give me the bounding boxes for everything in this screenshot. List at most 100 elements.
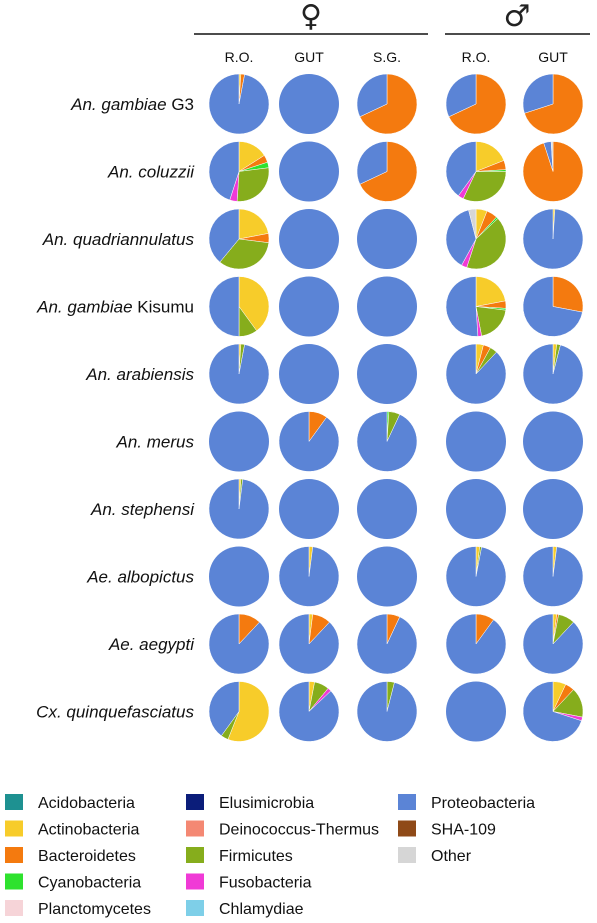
species-label-an-coluzzii: An. coluzzii	[107, 163, 195, 182]
pie-cx-quinquefasciatus-r-o	[208, 681, 270, 742]
pie-slice-proteobacteria	[357, 479, 417, 539]
pie-slice-proteobacteria	[208, 276, 240, 337]
pie-ae-albopictus-s-g	[357, 546, 417, 607]
legend-item-cyanobacteria: Cyanobacteria	[5, 873, 141, 892]
pie-an-gambiae-kisumu-gut	[279, 276, 339, 337]
pie-an-quadriannulatus-r-o	[208, 208, 270, 270]
pie-an-stephensi-gut	[279, 479, 339, 539]
species-name: Ae. aegypti	[108, 635, 195, 654]
pie-slice-proteobacteria	[357, 209, 417, 269]
pie-slice-proteobacteria	[279, 209, 339, 269]
legend-label: Firmicutes	[219, 848, 293, 865]
pie-ae-aegypti-s-g	[356, 613, 418, 675]
pie-slice-proteobacteria	[208, 681, 240, 737]
legend-swatch	[5, 900, 23, 916]
pie-slice-proteobacteria	[446, 479, 506, 539]
pie-slice-proteobacteria	[208, 343, 270, 405]
pie-slice-proteobacteria	[523, 479, 583, 539]
pie-slice-actinobacteria	[238, 208, 269, 240]
pie-an-gambiae-g3-gut	[279, 74, 339, 134]
pie-slice-proteobacteria	[446, 681, 506, 742]
pie-cx-quinquefasciatus-r-o	[446, 681, 506, 742]
pie-slice-proteobacteria	[445, 141, 477, 197]
pie-an-coluzzii-r-o	[208, 141, 270, 202]
pie-an-arabiensis-r-o	[208, 343, 270, 405]
pie-an-merus-gut	[278, 411, 340, 472]
pie-slice-proteobacteria	[522, 546, 584, 607]
pie-ae-albopictus-r-o	[209, 546, 269, 607]
species-label-an-arabiensis: An. arabiensis	[85, 365, 194, 384]
pie-slice-proteobacteria	[208, 73, 270, 135]
pie-an-coluzzii-r-o	[445, 141, 507, 202]
pie-ae-albopictus-gut	[278, 546, 340, 607]
pie-slice-proteobacteria	[278, 546, 340, 607]
pie-slice-proteobacteria	[357, 276, 417, 337]
col-header-male-gut: GUT	[538, 49, 568, 65]
legend-item-fusobacteria: Fusobacteria	[186, 873, 312, 892]
pie-an-gambiae-g3-s-g	[356, 73, 418, 135]
species-label-an-gambiae-g3: An. gambiae G3	[70, 95, 194, 114]
species-label-an-merus: An. merus	[116, 433, 195, 452]
species-label-cx-quinquefasciatus: Cx. quinquefasciatus	[36, 703, 194, 722]
legend-item-elusimicrobia: Elusimicrobia	[186, 794, 314, 812]
pie-slice-proteobacteria	[279, 74, 339, 134]
pie-an-stephensi-s-g	[357, 479, 417, 539]
legend-swatch	[5, 847, 23, 863]
pie-slice-proteobacteria	[522, 208, 584, 270]
pie-cx-quinquefasciatus-gut	[278, 681, 340, 742]
pie-slice-proteobacteria	[445, 343, 507, 405]
pie-slice-proteobacteria	[279, 344, 339, 404]
pie-slice-proteobacteria	[208, 613, 270, 675]
species-name: An. merus	[116, 433, 195, 452]
pie-charts	[208, 73, 584, 742]
pie-slice-proteobacteria	[523, 411, 583, 472]
pie-an-gambiae-g3-r-o	[208, 73, 270, 135]
pie-an-quadriannulatus-s-g	[357, 209, 417, 269]
strain-suffix: Kisumu	[133, 298, 194, 317]
pie-slice-proteobacteria	[522, 613, 584, 675]
legend-item-planctomycetes: Planctomycetes	[5, 900, 151, 918]
species-name: An. quadriannulatus	[42, 230, 195, 249]
legend-item-actinobacteria: Actinobacteria	[5, 820, 139, 839]
pie-slice-bacteroidetes	[448, 73, 507, 135]
legend-swatch	[5, 873, 23, 890]
pie-ae-aegypti-r-o	[208, 613, 270, 675]
pie-ae-albopictus-gut	[522, 546, 584, 607]
pie-slice-proteobacteria	[356, 411, 418, 472]
pie-an-gambiae-g3-gut	[522, 73, 584, 135]
pie-cx-quinquefasciatus-gut	[522, 681, 584, 742]
col-header-female-gut: GUT	[294, 49, 324, 65]
pie-slice-proteobacteria	[357, 546, 417, 607]
legend-label: Acidobacteria	[38, 795, 135, 812]
pie-slice-proteobacteria	[522, 276, 583, 337]
pie-slice-proteobacteria	[209, 546, 269, 607]
legend-item-firmicutes: Firmicutes	[186, 847, 293, 865]
pie-an-arabiensis-s-g	[357, 344, 417, 404]
pie-slice-proteobacteria	[522, 681, 582, 742]
legend-swatch	[186, 900, 204, 916]
legend-label: Fusobacteria	[219, 875, 312, 892]
pie-slice-proteobacteria	[278, 411, 340, 472]
pie-slice-proteobacteria	[522, 343, 584, 405]
pie-slice-proteobacteria	[356, 73, 388, 118]
pie-slice-proteobacteria	[445, 209, 477, 266]
pie-slice-proteobacteria	[356, 141, 388, 185]
legend-label: Elusimicrobia	[219, 795, 314, 812]
pie-slice-proteobacteria	[279, 276, 339, 337]
legend-label: SHA-109	[431, 822, 496, 839]
legend-swatch	[186, 794, 204, 810]
col-header-male-ro: R.O.	[462, 49, 491, 65]
pie-slice-proteobacteria	[356, 681, 418, 742]
pie-slice-proteobacteria	[278, 681, 340, 742]
pie-slice-firmicutes	[219, 238, 270, 270]
legend-swatch	[186, 847, 204, 863]
legend-swatch	[186, 820, 204, 837]
pie-an-arabiensis-gut	[279, 344, 339, 404]
pie-slice-bacteroidetes	[359, 73, 418, 135]
legend-swatch	[5, 794, 23, 810]
legend-label: Bacteroidetes	[38, 848, 136, 865]
male-symbol: ♂	[504, 0, 531, 34]
pie-slice-proteobacteria	[445, 613, 507, 675]
species-name: An. arabiensis	[85, 365, 194, 384]
